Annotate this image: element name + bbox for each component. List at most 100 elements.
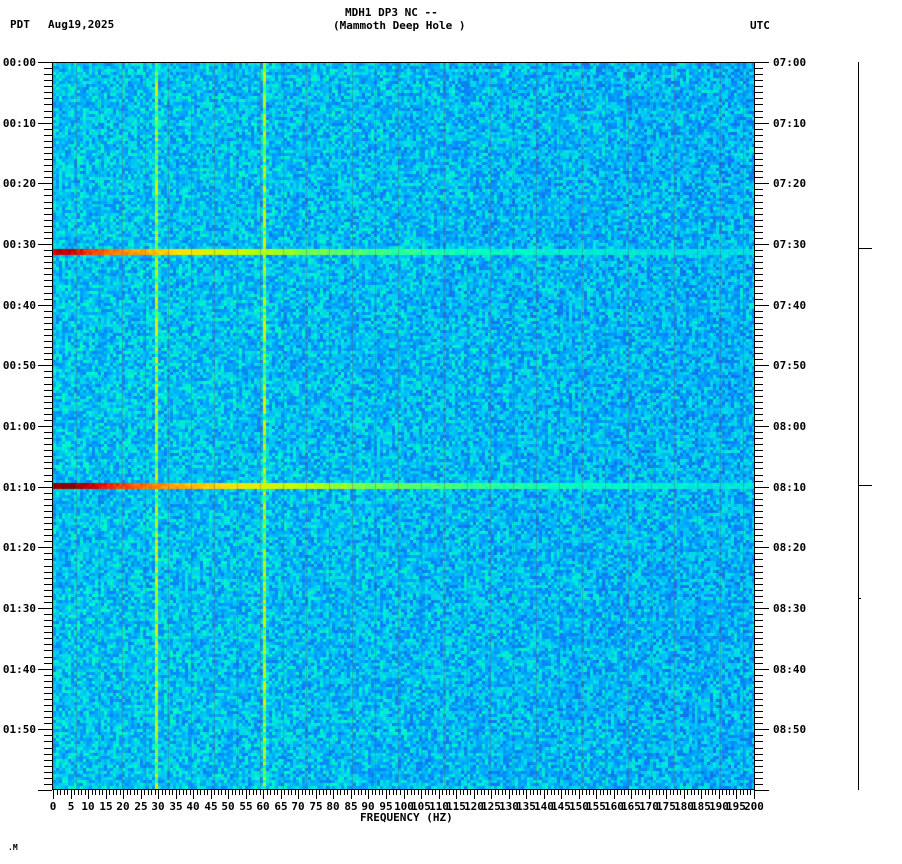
pdt-axis-tick bbox=[44, 177, 52, 178]
utc-axis-tick bbox=[755, 717, 763, 718]
frequency-axis-tick bbox=[428, 790, 429, 795]
utc-axis-tick bbox=[755, 657, 763, 658]
frequency-axis-tick bbox=[446, 790, 447, 795]
pdt-axis-tick bbox=[44, 286, 52, 287]
frequency-axis-tick bbox=[337, 790, 338, 795]
utc-axis-tick bbox=[755, 432, 763, 433]
frequency-axis-label: 60 bbox=[256, 800, 270, 813]
pdt-axis-tick bbox=[44, 432, 52, 433]
pdt-axis-tick bbox=[44, 317, 52, 318]
frequency-axis-tick bbox=[519, 790, 520, 795]
utc-axis-tick bbox=[755, 602, 763, 603]
pdt-axis-tick bbox=[44, 220, 52, 221]
frequency-axis-tick bbox=[382, 790, 383, 795]
utc-axis-tick bbox=[755, 274, 763, 275]
frequency-axis-tick bbox=[190, 790, 191, 795]
pdt-axis-tick bbox=[44, 644, 52, 645]
utc-axis-tick bbox=[755, 280, 763, 281]
frequency-axis-label: 145 bbox=[551, 800, 571, 813]
pdt-axis-tick bbox=[44, 98, 52, 99]
frequency-axis-label: 125 bbox=[481, 800, 501, 813]
utc-axis-tick bbox=[755, 347, 763, 348]
frequency-axis-tick bbox=[400, 790, 401, 795]
pdt-axis-tick bbox=[38, 244, 52, 245]
spectrogram-plot[interactable] bbox=[52, 62, 755, 790]
utc-axis-tick bbox=[755, 123, 769, 124]
frequency-axis-tick bbox=[411, 790, 412, 795]
frequency-axis-tick bbox=[267, 790, 268, 795]
utc-axis-tick bbox=[755, 596, 763, 597]
pdt-axis-tick bbox=[44, 620, 52, 621]
frequency-axis-tick bbox=[274, 790, 275, 795]
pdt-axis-tick bbox=[38, 426, 52, 427]
frequency-axis-label: 20 bbox=[116, 800, 130, 813]
frequency-axis-tick bbox=[523, 790, 524, 795]
pdt-axis-label: 00:40 bbox=[2, 299, 36, 312]
pdt-axis-tick bbox=[44, 638, 52, 639]
frequency-axis-tick bbox=[600, 790, 601, 795]
pdt-axis-tick bbox=[44, 347, 52, 348]
frequency-axis-tick bbox=[179, 790, 180, 795]
frequency-axis-tick bbox=[628, 790, 629, 795]
utc-axis-tick bbox=[755, 214, 763, 215]
utc-axis-tick bbox=[755, 444, 763, 445]
frequency-axis-tick bbox=[544, 790, 545, 799]
utc-axis-tick bbox=[755, 566, 763, 567]
frequency-axis-label: 200 bbox=[744, 800, 764, 813]
utc-axis-label: 07:10 bbox=[773, 117, 807, 130]
utc-axis-tick bbox=[755, 371, 763, 372]
frequency-axis-tick bbox=[680, 790, 681, 795]
frequency-axis-tick bbox=[733, 790, 734, 795]
pdt-axis-tick bbox=[38, 547, 52, 548]
utc-axis-tick bbox=[755, 487, 769, 488]
frequency-axis-tick bbox=[407, 790, 408, 795]
utc-axis-tick bbox=[755, 195, 763, 196]
pdt-axis-tick bbox=[44, 323, 52, 324]
utc-axis-tick bbox=[755, 80, 763, 81]
pdt-axis-tick bbox=[44, 572, 52, 573]
pdt-axis-label: 00:20 bbox=[2, 177, 36, 190]
pdt-axis-tick bbox=[44, 444, 52, 445]
frequency-axis-tick bbox=[456, 790, 457, 799]
station-name-label: (Mammoth Deep Hole ) bbox=[333, 19, 466, 32]
pdt-axis-tick bbox=[44, 584, 52, 585]
frequency-axis-tick bbox=[393, 790, 394, 795]
frequency-axis-tick bbox=[561, 790, 562, 799]
frequency-axis-tick bbox=[319, 790, 320, 795]
utc-axis-tick bbox=[755, 305, 769, 306]
frequency-axis-tick bbox=[64, 790, 65, 795]
pdt-axis-tick bbox=[44, 626, 52, 627]
frequency-axis-tick bbox=[701, 790, 702, 799]
frequency-axis-tick bbox=[414, 790, 415, 795]
pdt-axis-tick bbox=[38, 365, 52, 366]
utc-axis-tick bbox=[755, 177, 763, 178]
frequency-axis-label: 85 bbox=[344, 800, 358, 813]
pdt-axis-tick bbox=[44, 462, 52, 463]
frequency-axis-tick bbox=[186, 790, 187, 795]
pdt-axis-tick bbox=[44, 735, 52, 736]
frequency-axis-tick bbox=[389, 790, 390, 795]
frequency-axis-tick bbox=[663, 790, 664, 795]
utc-axis-tick bbox=[755, 384, 763, 385]
pdt-axis-tick bbox=[44, 104, 52, 105]
event-marker bbox=[858, 248, 872, 249]
frequency-axis-label: 120 bbox=[464, 800, 484, 813]
frequency-axis-tick bbox=[92, 790, 93, 795]
pdt-axis-tick bbox=[44, 523, 52, 524]
frequency-axis-tick bbox=[435, 790, 436, 795]
utc-axis-tick bbox=[755, 584, 763, 585]
utc-axis-tick bbox=[755, 359, 763, 360]
pdt-axis-tick bbox=[44, 632, 52, 633]
frequency-axis-tick bbox=[582, 790, 583, 795]
utc-axis-tick bbox=[755, 723, 763, 724]
utc-axis-tick bbox=[755, 481, 763, 482]
frequency-axis-tick bbox=[239, 790, 240, 795]
frequency-axis-tick bbox=[127, 790, 128, 795]
frequency-axis-tick bbox=[312, 790, 313, 795]
pdt-axis-tick bbox=[44, 341, 52, 342]
frequency-axis-tick bbox=[228, 790, 229, 799]
frequency-axis-tick bbox=[404, 790, 405, 799]
frequency-axis-tick bbox=[631, 790, 632, 799]
utc-axis-tick bbox=[755, 208, 763, 209]
utc-axis-tick bbox=[755, 286, 763, 287]
